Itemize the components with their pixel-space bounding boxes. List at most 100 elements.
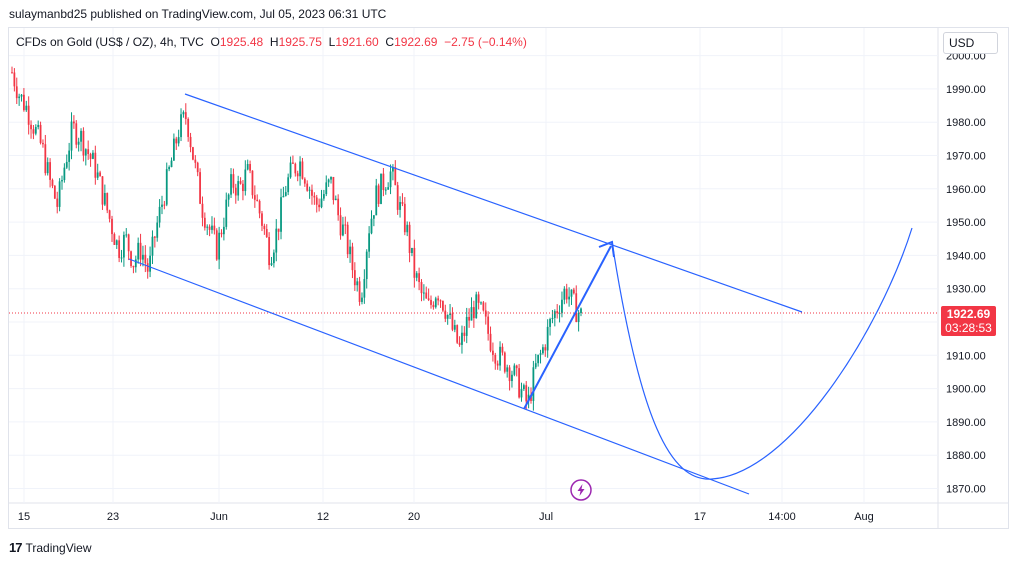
candle-body: [325, 182, 328, 195]
high-value: 1925.75: [278, 35, 322, 49]
candle-body: [411, 247, 413, 253]
candle-body: [575, 293, 578, 322]
y-tick-label: 1940.00: [946, 250, 986, 262]
candle-body: [142, 254, 144, 260]
candle-body: [408, 224, 411, 253]
candle-body: [342, 224, 344, 236]
candle-body: [434, 298, 437, 308]
chart-grid: [9, 28, 1008, 528]
x-tick-label: 20: [408, 511, 420, 523]
candle-body: [220, 232, 223, 235]
candle-body: [42, 142, 44, 145]
candle-body: [168, 167, 171, 170]
candle-body: [432, 304, 435, 308]
candle-body: [263, 225, 266, 230]
x-tick-label: 14:00: [768, 511, 796, 523]
candle-body: [577, 312, 580, 322]
candle-body: [194, 159, 197, 163]
candle-body: [27, 105, 30, 125]
candle-body: [303, 178, 306, 184]
candle-body: [70, 121, 73, 151]
candle-body: [349, 246, 351, 255]
candle-body: [232, 174, 235, 188]
x-tick-label: Jul: [539, 511, 553, 523]
candle-body: [158, 206, 161, 223]
candle-body: [15, 86, 18, 99]
candle-body: [44, 144, 47, 174]
candle-body: [89, 154, 92, 159]
currency-button[interactable]: USD: [943, 32, 998, 54]
publication-info: sulaymanbd25 published on TradingView.co…: [9, 7, 387, 21]
candle-body: [251, 170, 254, 196]
candle-body: [472, 307, 475, 319]
candle-body: [311, 189, 313, 196]
candle-body: [463, 332, 466, 336]
candle-body: [406, 224, 409, 233]
candle-body: [570, 289, 573, 297]
candle-body: [244, 169, 247, 192]
candle-body: [461, 332, 463, 345]
footer[interactable]: 17 TradingView: [9, 540, 92, 555]
candle-body: [258, 200, 261, 214]
candle-body: [199, 172, 201, 204]
candle-body: [563, 288, 566, 300]
candle-body: [272, 252, 275, 264]
candle-body: [356, 281, 359, 286]
drawing-tools: [128, 93, 913, 495]
low-label: L: [328, 35, 336, 49]
candle-body: [156, 222, 159, 238]
candle-body: [268, 237, 271, 266]
candle-body: [339, 215, 342, 236]
candle-body: [18, 96, 21, 99]
symbol-name[interactable]: CFDs on Gold (US$ / OZ), 4h, TVC: [16, 35, 204, 49]
chart-frame: [8, 27, 1009, 529]
candle-body: [37, 124, 40, 128]
candle-body: [572, 289, 575, 294]
candle-body: [208, 226, 211, 230]
candle-body: [549, 319, 551, 327]
candle-body: [234, 187, 237, 196]
candle-body: [215, 230, 218, 260]
candle-body: [382, 173, 385, 191]
candle-body: [23, 94, 25, 111]
candle-body: [139, 242, 142, 260]
close-label: C: [385, 35, 395, 49]
candle-body: [496, 363, 499, 366]
candle-body: [420, 282, 423, 294]
last-price-value: 1922.69: [946, 307, 991, 321]
candle-body: [580, 308, 582, 313]
candle-body: [289, 162, 292, 178]
candle-body: [203, 217, 206, 228]
candle-body: [392, 167, 394, 172]
candle-body: [39, 124, 42, 143]
candle-body: [513, 365, 516, 375]
candle-body: [163, 204, 166, 206]
candle-body: [58, 181, 61, 207]
candle-body: [115, 240, 118, 245]
candle-body: [72, 121, 75, 124]
candle-body: [49, 162, 51, 180]
candle-body: [134, 259, 137, 268]
candle-body: [149, 255, 151, 272]
candle-body: [503, 352, 506, 372]
candle-body: [363, 279, 366, 298]
candle-body: [30, 124, 32, 130]
candle-body: [130, 251, 132, 266]
candlestick-series: [11, 66, 582, 411]
candle-body: [482, 302, 485, 311]
candle-body: [351, 246, 354, 271]
candle-body: [318, 204, 321, 208]
candle-body: [120, 257, 123, 259]
candle-body: [34, 127, 37, 134]
events-icon: [570, 479, 592, 501]
candle-body: [468, 316, 471, 321]
candle-body: [99, 172, 101, 177]
candle-body: [437, 298, 440, 301]
candle-body: [170, 160, 173, 168]
candle-body: [389, 171, 392, 188]
candle-body: [265, 229, 268, 238]
candle-body: [196, 162, 199, 173]
candle-body: [384, 189, 387, 191]
candle-body: [522, 385, 525, 390]
